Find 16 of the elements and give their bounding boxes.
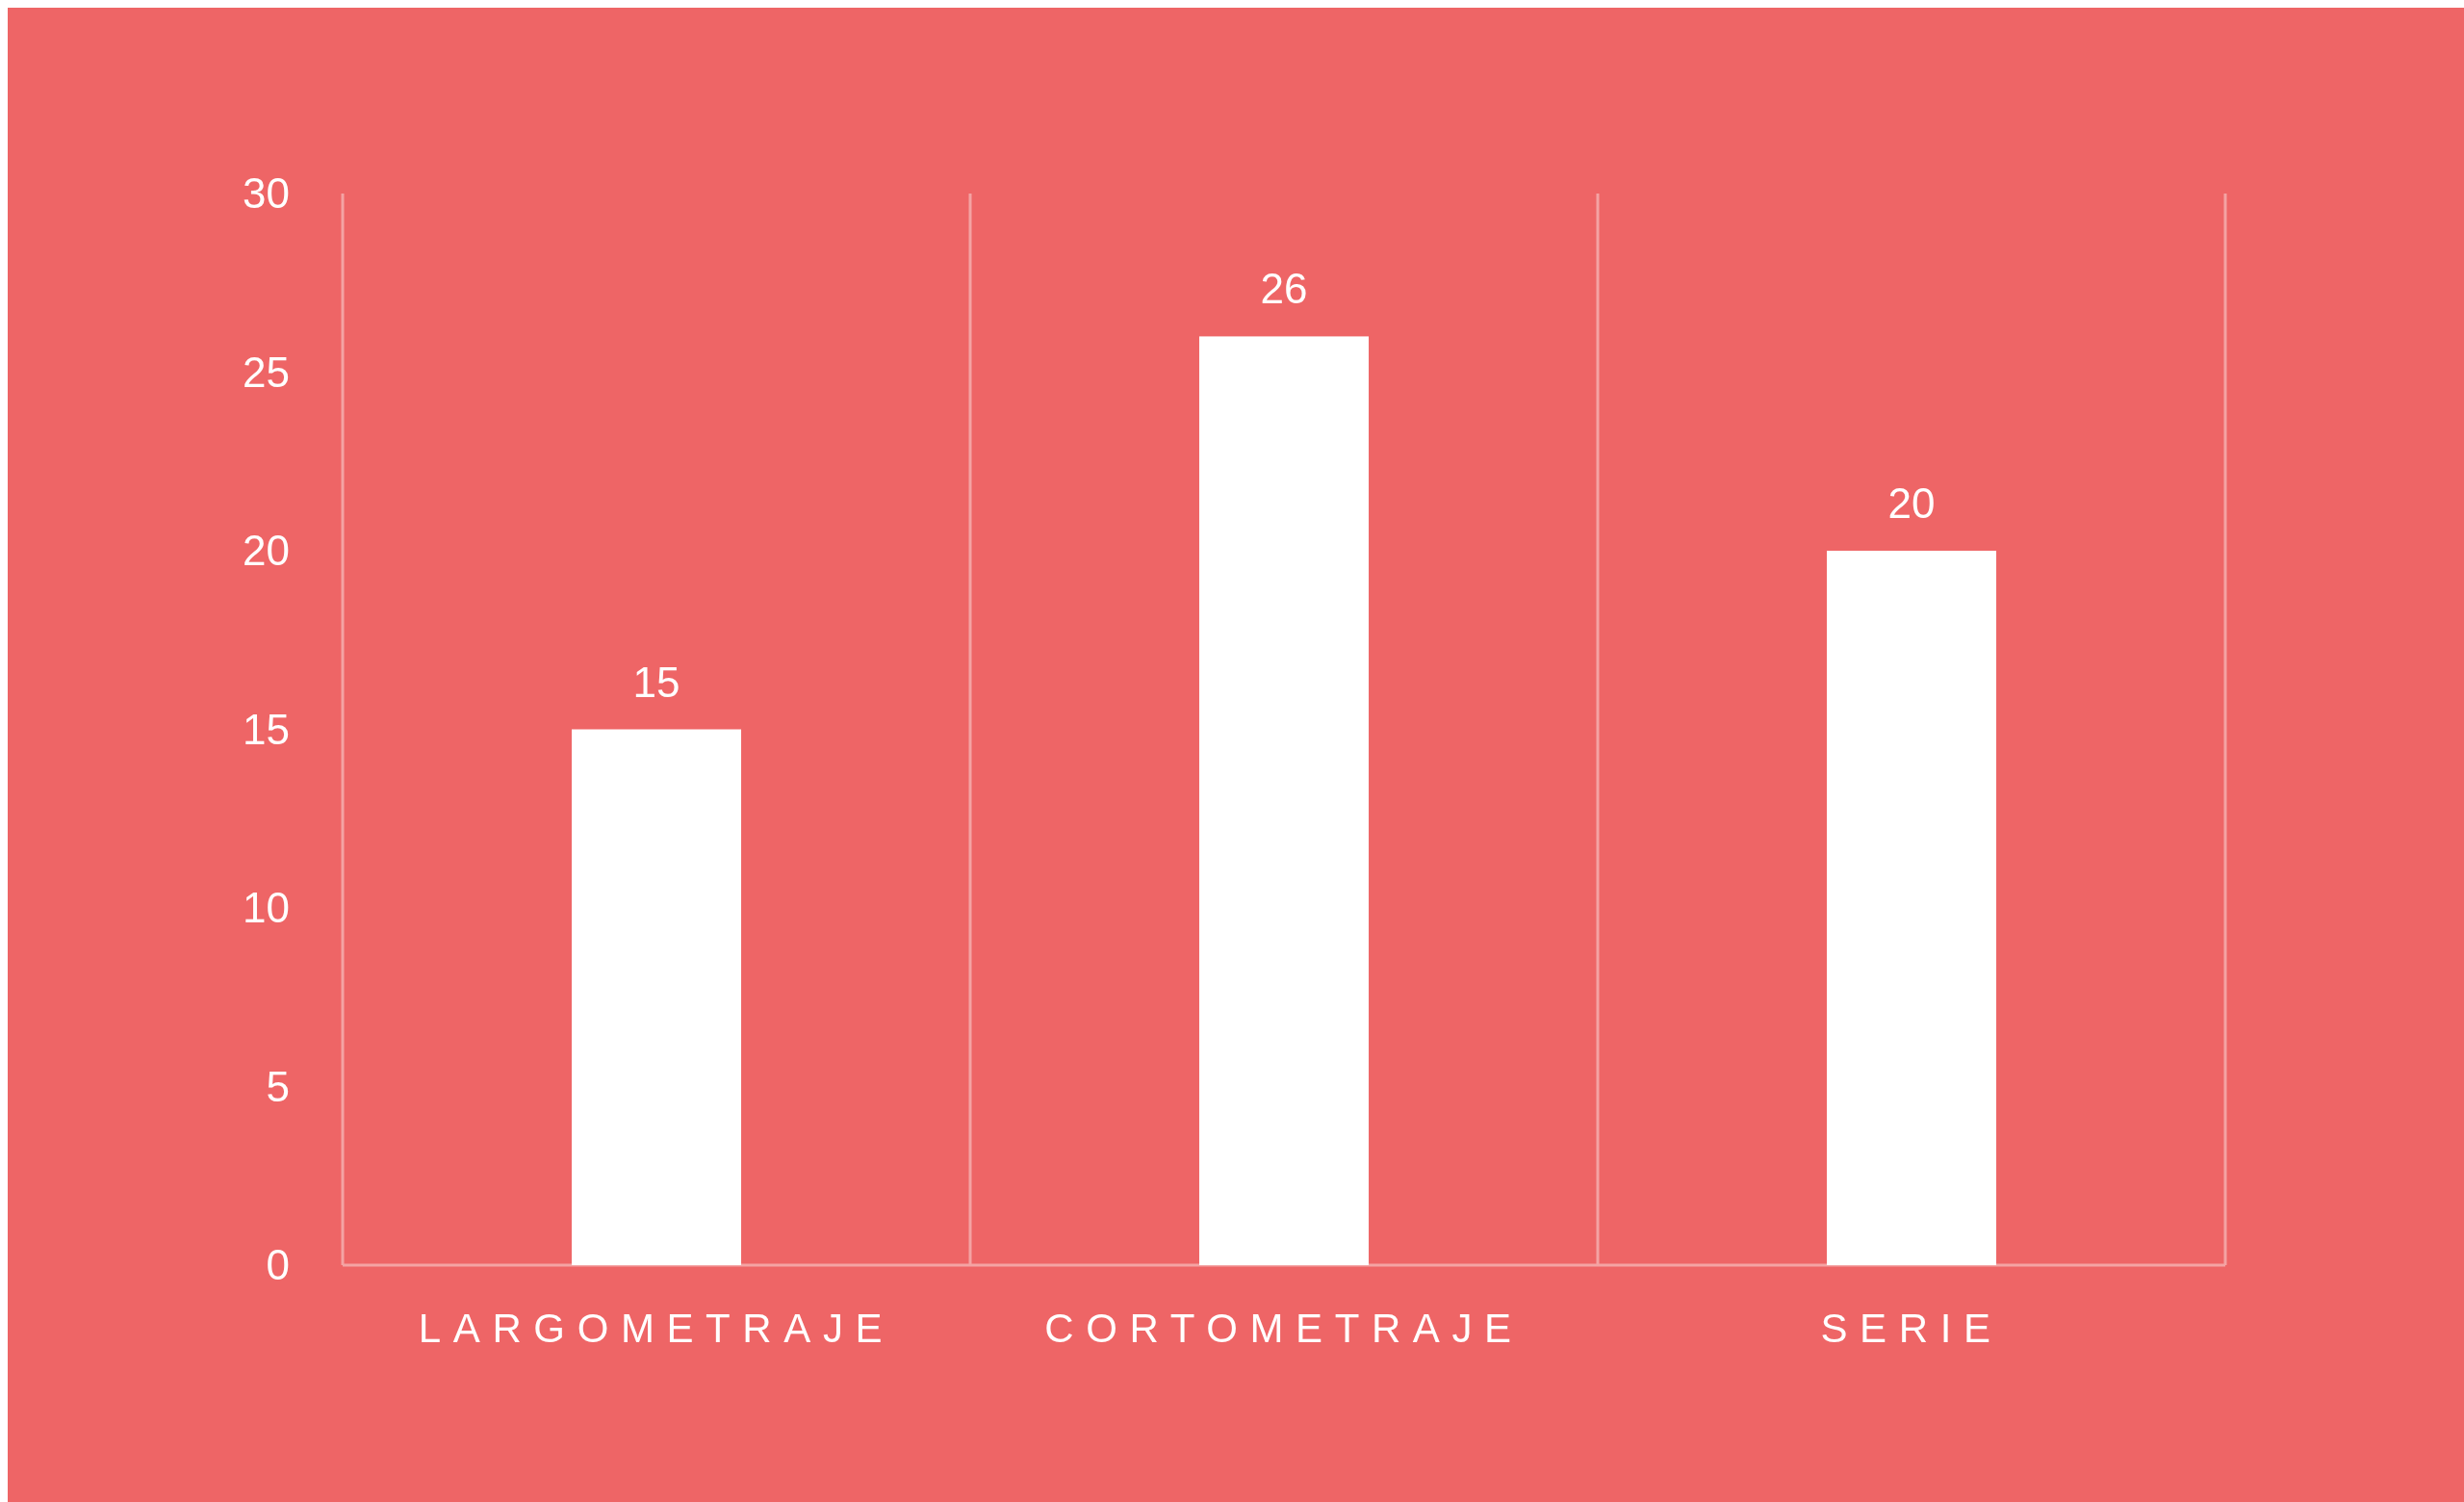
- x-tick-label: LARGOMETRAJE: [418, 1306, 895, 1351]
- y-tick-label: 15: [243, 705, 290, 753]
- bar: [1198, 336, 1370, 1265]
- bar: [1826, 551, 1997, 1265]
- y-tick-label: 0: [266, 1241, 290, 1289]
- data-label: 15: [632, 658, 680, 706]
- y-tick-label: 20: [243, 527, 290, 575]
- y-tick-label: 5: [266, 1062, 290, 1110]
- y-tick-label: 25: [243, 348, 290, 396]
- bar: [571, 729, 742, 1265]
- x-tick-label: SERIE: [1820, 1306, 2003, 1351]
- x-tick-label: CORTOMETRAJE: [1044, 1306, 1524, 1351]
- data-label: 20: [1887, 479, 1936, 527]
- y-tick-label: 10: [243, 884, 290, 932]
- y-tick-label: 30: [243, 169, 290, 218]
- data-label: 26: [1260, 265, 1308, 313]
